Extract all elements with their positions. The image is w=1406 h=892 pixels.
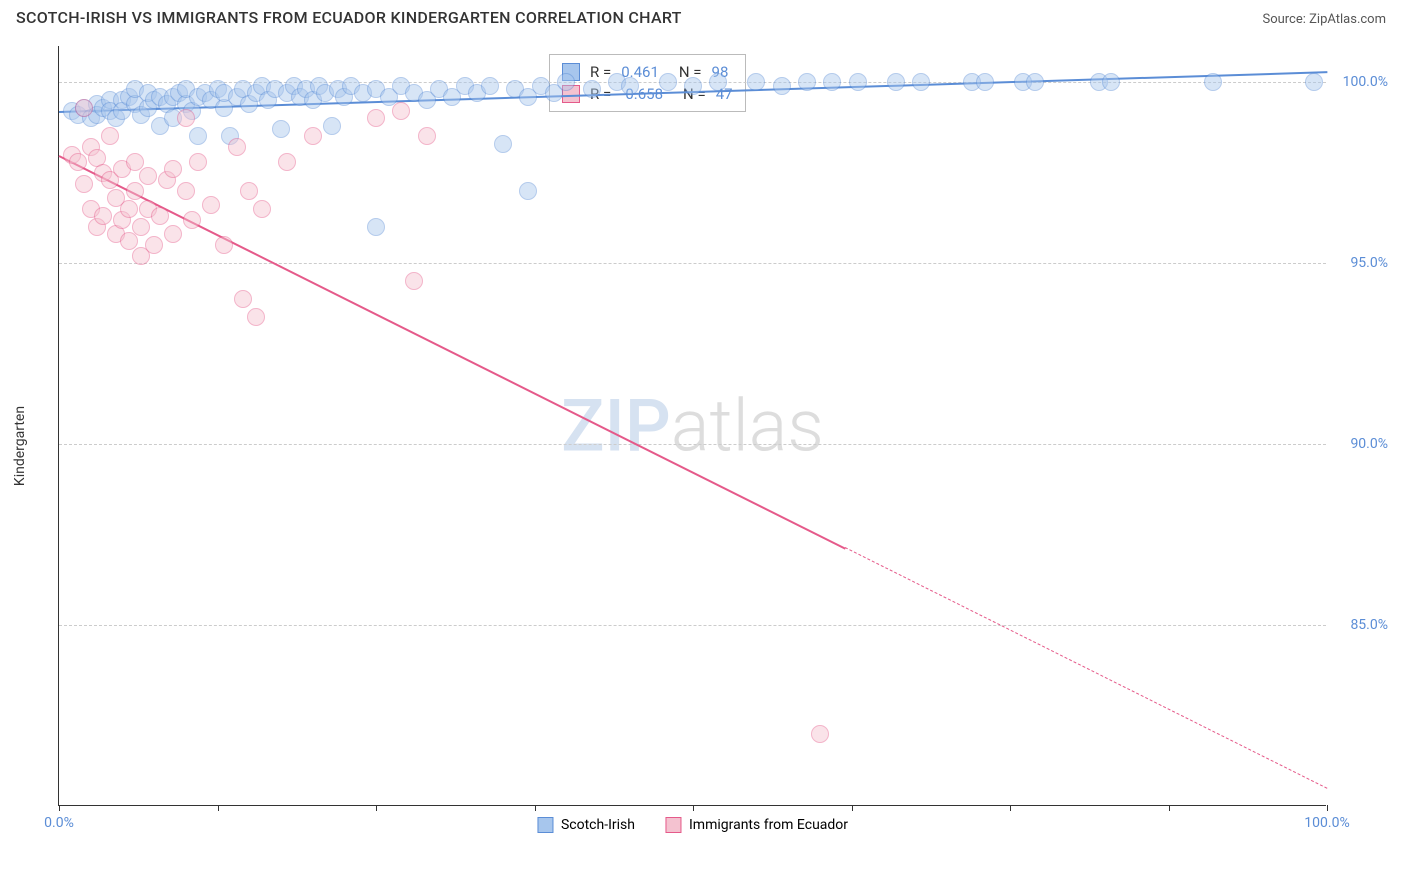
data-point	[519, 182, 537, 200]
data-point	[823, 73, 841, 91]
data-point	[234, 290, 252, 308]
watermark-zip: ZIP	[561, 383, 671, 468]
data-point	[126, 182, 144, 200]
data-point	[177, 109, 195, 127]
trend-line	[59, 155, 846, 549]
data-point	[418, 127, 436, 145]
data-point	[323, 117, 341, 135]
x-tick	[1010, 805, 1011, 811]
data-point	[1204, 73, 1222, 91]
legend-row-scotch-irish: R = 0.461 N = 98	[562, 61, 733, 83]
data-point	[75, 99, 93, 117]
legend-swatch-icon	[665, 817, 681, 833]
data-point	[684, 77, 702, 95]
data-point	[976, 73, 994, 91]
gridline	[59, 444, 1326, 445]
source-attribution: Source: ZipAtlas.com	[1262, 8, 1386, 27]
x-tick	[1169, 805, 1170, 811]
data-point	[253, 200, 271, 218]
x-tick	[376, 805, 377, 811]
data-point	[69, 153, 87, 171]
y-tick-label: 85.0%	[1350, 617, 1388, 633]
data-point	[278, 153, 296, 171]
legend-series-label-0: Scotch-Irish	[561, 817, 635, 833]
source-label: Source:	[1262, 12, 1309, 27]
data-point	[367, 109, 385, 127]
data-point	[75, 175, 93, 193]
data-point	[659, 73, 677, 91]
data-point	[120, 200, 138, 218]
y-tick-label: 95.0%	[1350, 255, 1388, 271]
x-tick	[218, 805, 219, 811]
data-point	[240, 182, 258, 200]
x-tick	[59, 805, 60, 811]
data-point	[304, 127, 322, 145]
data-point	[1026, 73, 1044, 91]
chart-title: SCOTCH-IRISH VS IMMIGRANTS FROM ECUADOR …	[16, 8, 682, 27]
data-point	[139, 167, 157, 185]
source-value: ZipAtlas.com	[1309, 12, 1386, 27]
x-tick	[535, 805, 536, 811]
data-point	[621, 77, 639, 95]
series-legend: Scotch-Irish Immigrants from Ecuador	[537, 817, 848, 833]
data-point	[367, 218, 385, 236]
data-point	[132, 218, 150, 236]
data-point	[583, 80, 601, 98]
trend-line	[845, 547, 1327, 789]
data-point	[101, 127, 119, 145]
data-point	[811, 725, 829, 743]
data-point	[145, 236, 163, 254]
data-point	[164, 160, 182, 178]
data-point	[215, 236, 233, 254]
data-point	[773, 77, 791, 95]
x-tick	[852, 805, 853, 811]
gridline	[59, 263, 1326, 264]
watermark-atlas: atlas	[671, 383, 824, 468]
data-point	[272, 120, 290, 138]
data-point	[494, 135, 512, 153]
data-point	[151, 207, 169, 225]
x-tick-label: 0.0%	[44, 815, 74, 831]
data-point	[1305, 73, 1323, 91]
data-point	[177, 182, 195, 200]
data-point	[1102, 73, 1120, 91]
gridline	[59, 625, 1326, 626]
data-point	[94, 207, 112, 225]
y-tick-label: 90.0%	[1350, 436, 1388, 452]
y-tick-label: 100.0%	[1343, 74, 1388, 90]
x-tick	[693, 805, 694, 811]
x-tick	[1327, 805, 1328, 811]
data-point	[849, 73, 867, 91]
y-axis-label: Kindergarten	[12, 406, 28, 486]
legend-item-ecuador: Immigrants from Ecuador	[665, 817, 848, 833]
data-point	[189, 153, 207, 171]
data-point	[747, 73, 765, 91]
legend-item-scotch-irish: Scotch-Irish	[537, 817, 635, 833]
data-point	[557, 73, 575, 91]
data-point	[798, 73, 816, 91]
data-point	[405, 272, 423, 290]
data-point	[228, 138, 246, 156]
legend-swatch-icon	[537, 817, 553, 833]
data-point	[164, 225, 182, 243]
data-point	[887, 73, 905, 91]
chart-plot-area: ZIPatlas R = 0.461 N = 98 R = -0.658 N =…	[58, 46, 1326, 806]
data-point	[202, 196, 220, 214]
data-point	[392, 102, 410, 120]
data-point	[183, 211, 201, 229]
data-point	[912, 73, 930, 91]
data-point	[481, 77, 499, 95]
data-point	[189, 127, 207, 145]
x-tick-label: 100.0%	[1304, 815, 1349, 831]
legend-series-label-1: Immigrants from Ecuador	[689, 817, 848, 833]
data-point	[709, 73, 727, 91]
data-point	[247, 308, 265, 326]
